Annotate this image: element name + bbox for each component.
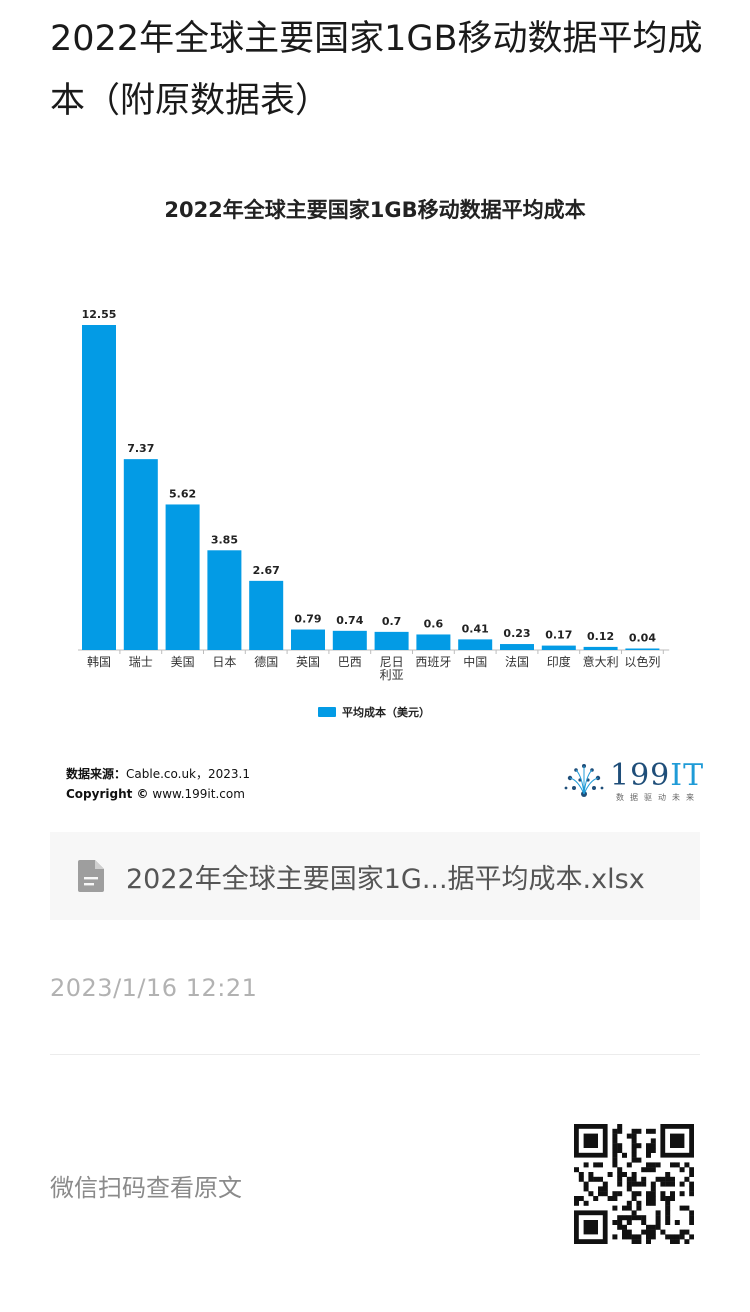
data-label: 0.79 (294, 613, 321, 626)
data-label: 0.41 (462, 622, 489, 635)
data-label: 0.7 (382, 615, 402, 628)
copyright-label: Copyright © (66, 787, 149, 801)
bar (583, 646, 618, 650)
attachment-bar[interactable]: 2022年全球主要国家1G...据平均成本.xlsx (50, 832, 700, 920)
data-label: 0.12 (587, 630, 614, 643)
x-tick-label: 韩国 (87, 654, 111, 669)
chart-image[interactable]: 2022年全球主要国家1GB移动数据平均成本 12.55 韩国 7.37 瑞士 5.62… (50, 180, 703, 820)
x-tick-label: 瑞士 (129, 655, 153, 669)
x-tick-label: 美国 (171, 655, 195, 669)
publish-timestamp: 2023/1/16 12:21 (50, 974, 258, 1002)
x-tick-label: 英国 (296, 655, 320, 669)
data-label: 12.55 (82, 308, 117, 321)
x-tick-label: 西班牙 (415, 655, 451, 669)
copyright-value: www.199it.com (152, 787, 245, 801)
x-tick-label: 法国 (505, 655, 529, 669)
x-tick-label: 巴西 (338, 655, 362, 669)
x-tick-label: 以色列 (624, 655, 660, 669)
chart-title: 2022年全球主要国家1GB移动数据平均成本 (164, 198, 586, 222)
x-tick-label: 尼日利亚 (380, 655, 404, 682)
logo-tagline: 数据驱动未来 (616, 793, 700, 802)
x-tick-label: 印度 (547, 654, 571, 669)
data-label: 0.6 (424, 617, 444, 630)
divider (50, 1054, 700, 1055)
bar (416, 634, 451, 650)
data-label: 0.04 (629, 632, 656, 645)
legend-swatch (318, 707, 336, 717)
legend-label: 平均成本（美元） (342, 706, 430, 719)
bar (500, 644, 534, 650)
chart-source: 数据来源：Cable.co.uk，2023.1 Copyright © www.… (66, 764, 250, 804)
qr-hint-text: 微信扫码查看原文 (50, 1174, 242, 1202)
source-label: 数据来源： (66, 767, 127, 781)
source-value: Cable.co.uk，2023.1 (126, 767, 250, 781)
bar (541, 645, 576, 650)
bar (207, 550, 242, 650)
data-label: 5.62 (169, 487, 196, 500)
qr-code[interactable] (574, 1124, 694, 1244)
x-tick-label: 德国 (254, 654, 278, 669)
x-tick-label: 中国 (463, 654, 487, 669)
chart-legend: 平均成本（美元） (318, 704, 430, 720)
bar (458, 639, 493, 650)
x-tick-label: 日本 (212, 655, 236, 669)
bar (165, 504, 200, 650)
logo-wordmark: 199IT (610, 758, 705, 793)
brand-logo: 199IT 数据驱动未来 (560, 758, 703, 804)
logo-burst-icon (564, 764, 604, 797)
data-label: 0.17 (545, 629, 572, 642)
data-label: 7.37 (127, 442, 154, 455)
bar (82, 325, 116, 650)
data-label: 0.74 (336, 614, 363, 627)
bar (291, 629, 325, 650)
data-label: 3.85 (211, 533, 238, 546)
bar (123, 459, 158, 650)
bar (332, 630, 367, 650)
bar (374, 631, 409, 650)
document-icon (78, 860, 104, 892)
bar-chart: 12.55 韩国 7.37 瑞士 5.62 美国 3.85 日本 2.67 德国 0.79 英国 0.7… (78, 308, 670, 682)
bar (249, 580, 284, 650)
bar (625, 648, 660, 650)
attachment-filename[interactable]: 2022年全球主要国家1G...据平均成本.xlsx (126, 863, 645, 895)
x-tick-label: 意大利 (583, 654, 619, 669)
data-label: 0.23 (503, 627, 530, 640)
article-title: 2022年全球主要国家1GB移动数据平均成本（附原数据表） (50, 19, 703, 121)
data-label: 2.67 (253, 564, 280, 577)
